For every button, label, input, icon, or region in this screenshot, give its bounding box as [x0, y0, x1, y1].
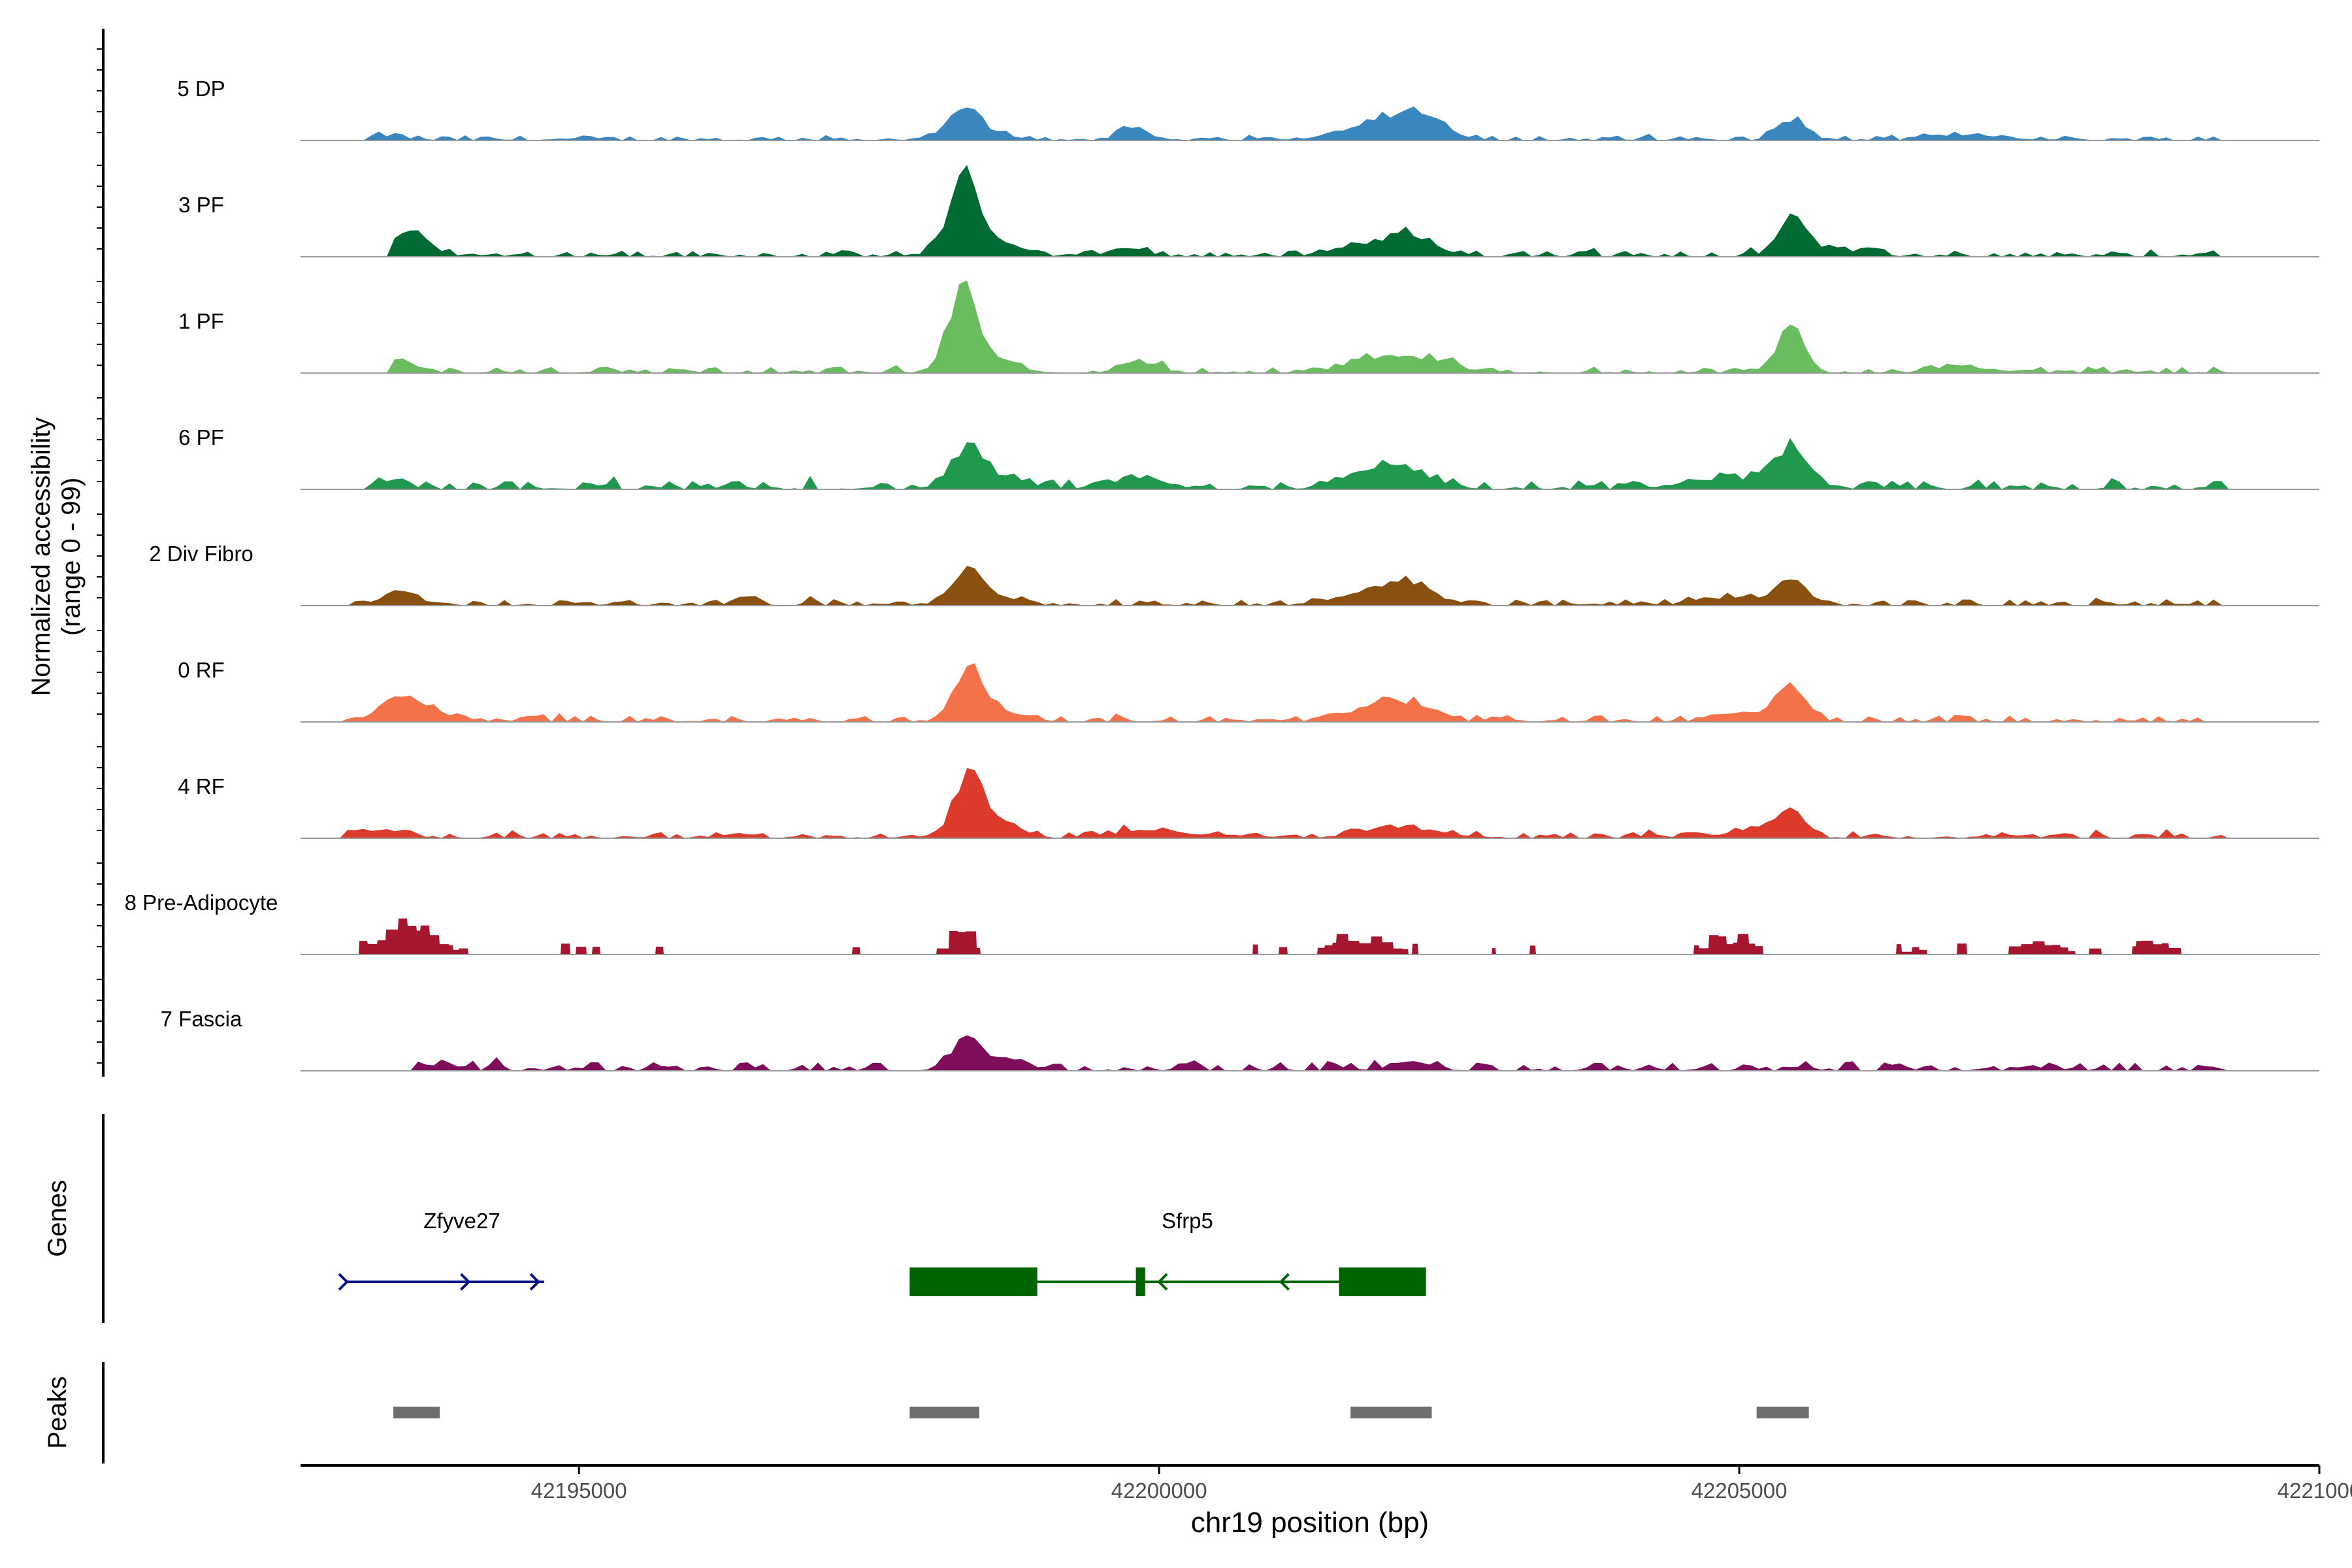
- track-2-div-fibro: 2 Div Fibro: [149, 542, 2319, 606]
- strand-arrow-icon: [529, 1273, 540, 1291]
- strand-arrow-icon: [1279, 1273, 1290, 1291]
- peak-region: [1350, 1407, 1432, 1418]
- coverage-area: [301, 768, 2319, 838]
- track-label: 4 RF: [178, 774, 225, 798]
- gene-label: Zfyve27: [423, 1209, 500, 1233]
- x-tick-label: 42200000: [1111, 1478, 1207, 1503]
- coverage-area: [301, 663, 2319, 722]
- peaks-y-axis-label: Peaks: [43, 1376, 72, 1448]
- gene-label: Sfrp5: [1162, 1209, 1213, 1233]
- coverage-area: [301, 280, 2319, 373]
- peak-regions: [393, 1407, 1809, 1418]
- coverage-y-axis-label-line2: (range 0 - 99): [57, 478, 86, 636]
- coverage-y-axis-label-line1: Normalized accessibility: [27, 417, 56, 696]
- coverage-y-ticks: [97, 48, 103, 1064]
- x-tick-label: 4221000: [2278, 1478, 2352, 1503]
- track-6-pf: 6 PF: [178, 425, 2319, 490]
- track-label: 1 PF: [178, 309, 224, 333]
- coverage-area: [301, 438, 2319, 489]
- peak-region: [909, 1407, 979, 1418]
- track-label: 6 PF: [178, 425, 224, 449]
- track-label: 2 Div Fibro: [149, 542, 253, 566]
- track-label: 5 DP: [177, 76, 225, 101]
- coverage-tracks: 5 DP 3 PF 1 PF 6 PF 2 Div Fibro 0 RF 4 RF 8 Pre…: [125, 76, 2319, 1071]
- track-1-pf: 1 PF: [178, 280, 2319, 374]
- gene-sfrp5: Sfrp5: [909, 1209, 1426, 1296]
- strand-arrow-icon: [338, 1273, 349, 1291]
- x-axis-ticks: 42195000 42200000 42205000 4221000: [531, 1465, 2352, 1503]
- peaks-panel: Peaks: [43, 1362, 1809, 1463]
- x-tick-label: 42195000: [531, 1478, 627, 1503]
- track-4-rf: 4 RF: [178, 768, 2319, 839]
- gene-models: Zfyve27 Sfrp5: [338, 1209, 1426, 1296]
- track-label: 7 Fascia: [161, 1007, 242, 1031]
- gene-exon: [1135, 1267, 1145, 1296]
- genes-panel: Genes Zfyve27 Sfrp5: [43, 1114, 1426, 1323]
- track-0-rf: 0 RF: [178, 658, 2319, 723]
- gene-zfyve27: Zfyve27: [338, 1209, 544, 1291]
- x-axis-label: chr19 position (bp): [1191, 1507, 1429, 1539]
- track-7-fascia: 7 Fascia: [161, 1007, 2319, 1071]
- track-8-pre-adipocyte: 8 Pre-Adipocyte: [125, 890, 2319, 955]
- track-label: 3 PF: [178, 193, 224, 217]
- coverage-panel: Normalized accessibility (range 0 - 99) …: [27, 29, 2319, 1077]
- track-3-pf: 3 PF: [178, 165, 2319, 257]
- coverage-area: [301, 1035, 2319, 1071]
- genes-y-axis-label: Genes: [43, 1180, 72, 1257]
- track-label: 8 Pre-Adipocyte: [125, 890, 278, 915]
- x-axis: 42195000 42200000 42205000 4221000 chr19 po…: [301, 1464, 2352, 1539]
- track-5-dp: 5 DP: [177, 76, 2319, 141]
- peak-region: [393, 1407, 440, 1418]
- gene-exon: [1339, 1267, 1426, 1296]
- coverage-area: [301, 106, 2319, 140]
- coverage-area: [301, 918, 2319, 955]
- x-tick-label: 42205000: [1691, 1478, 1788, 1503]
- peak-region: [1756, 1407, 1809, 1418]
- coverage-area: [301, 165, 2319, 257]
- strand-arrow-icon: [460, 1273, 471, 1291]
- track-label: 0 RF: [178, 658, 225, 682]
- gene-exon: [909, 1267, 1037, 1296]
- coverage-area: [301, 566, 2319, 606]
- strand-arrow-icon: [1157, 1273, 1168, 1291]
